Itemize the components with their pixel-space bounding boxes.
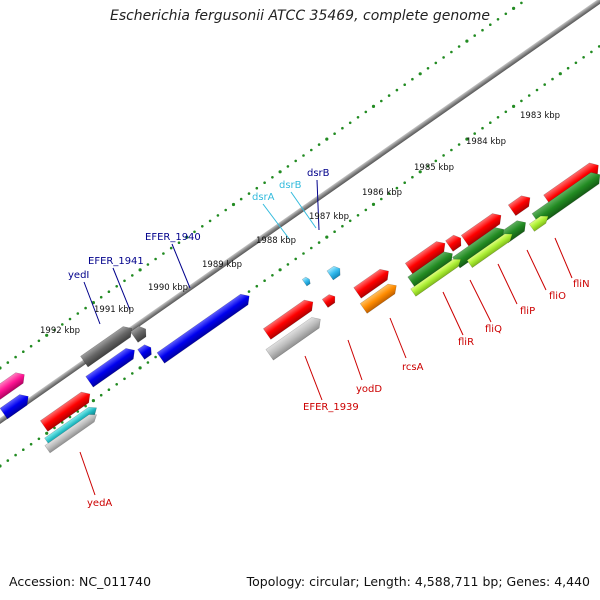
leader-line: [304, 355, 323, 401]
gene-label-fliQ: fliQ: [485, 324, 502, 335]
feature-dsrA: [301, 276, 311, 287]
leader-line: [497, 263, 518, 305]
feature-lgray: [265, 317, 321, 361]
feature-red-forward: [404, 241, 446, 275]
kbp-tick-label: 1992 kbp: [40, 326, 80, 336]
lower-tick-line: [0, 45, 600, 468]
leader-line: [442, 291, 464, 336]
gene-label-fliO: fliO: [549, 291, 566, 302]
feature-blue-forward: [0, 394, 29, 420]
upper-tick-line: [0, 1, 523, 370]
leader-line: [171, 243, 191, 289]
leader-line: [83, 281, 101, 325]
feature-red-forward: [460, 213, 502, 247]
kbp-tick-label: 1986 kbp: [362, 188, 402, 198]
feature-lgreen: [410, 258, 462, 297]
leader-line: [526, 249, 547, 291]
kbp-tick-label: 1988 kbp: [256, 236, 296, 246]
leader-line: [79, 451, 96, 496]
feature-pink: [0, 372, 25, 404]
gene-label-EFER_1941: EFER_1941: [88, 256, 144, 267]
feature-EFER_1939: [262, 299, 314, 340]
gene-label-dsrB-light: dsrB: [279, 180, 302, 191]
feature-fliQ: [528, 215, 549, 232]
gene-label-fliN: fliN: [573, 279, 590, 290]
kbp-tick-labels: 1983 kbp 1984 kbp 1985 kbp 1986 kbp 1987…: [40, 111, 560, 336]
leader-line: [554, 237, 573, 279]
gene-label-yodD: yodD: [356, 384, 382, 395]
feature-EFER_1941: [80, 326, 133, 368]
leader-line: [290, 191, 317, 229]
leader-line: [389, 317, 407, 359]
gene-label-fliP: fliP: [520, 306, 535, 317]
gene-label-rcsA: rcsA: [402, 362, 424, 373]
kbp-tick-label: 1987 kbp: [309, 212, 349, 222]
feature-red-forward: [353, 268, 389, 299]
gene-features: [0, 162, 600, 454]
gene-label-yedA: yedA: [87, 498, 112, 509]
kbp-tick-label: 1989 kbp: [202, 260, 242, 270]
feature-dsrB: [326, 265, 341, 281]
gene-label-fliR: fliR: [458, 337, 474, 348]
feature-red-forward: [445, 234, 462, 252]
gene-label-dsrA: dsrA: [252, 192, 275, 203]
forward-gene-labels: yedI EFER_1941 EFER_1940 dsrA dsrB dsrB: [68, 168, 330, 281]
feature-blue-forward: [137, 344, 152, 360]
tick-lines: [0, 1, 600, 468]
gene-label-EFER_1940: EFER_1940: [145, 232, 201, 243]
feature-red-forward: [507, 195, 531, 216]
map-title: Escherichia fergusonii ATCC 35469, compl…: [109, 8, 491, 24]
feature-dgray: [130, 325, 147, 343]
accession-text: Accession: NC_011740: [9, 574, 152, 589]
kbp-tick-label: 1985 kbp: [414, 163, 454, 173]
leader-line: [112, 267, 131, 311]
feature-yedI: [85, 348, 135, 388]
leader-line: [469, 279, 492, 323]
leader-line: [262, 203, 291, 241]
feature-fliP: [452, 227, 505, 269]
kbp-tick-label: 1983 kbp: [520, 111, 560, 121]
feature-fliR: [407, 251, 453, 289]
kbp-tick-label: 1991 kbp: [94, 305, 134, 315]
kbp-tick-label: 1984 kbp: [466, 137, 506, 147]
feature-yodD: [321, 294, 336, 308]
feature-EFER_1940: [156, 293, 250, 364]
leader-line: [316, 179, 320, 231]
topology-text: Topology: circular; Length: 4,588,711 bp…: [246, 574, 590, 589]
gene-label-EFER_1939: EFER_1939: [303, 402, 359, 413]
feature-rcsA: [359, 283, 397, 314]
label-leader-lines: [79, 179, 573, 496]
gene-label-dsrB: dsrB: [307, 168, 330, 179]
feature-yedA: [39, 391, 91, 432]
gene-label-yedI: yedI: [68, 270, 89, 281]
leader-line: [347, 339, 363, 381]
feature-lgreen: [466, 233, 513, 268]
feature-lgray: [44, 414, 97, 454]
kbp-tick-label: 1990 kbp: [148, 283, 188, 293]
reverse-gene-labels: yedA EFER_1939 yodD rcsA fliR fliQ fliP …: [87, 279, 590, 509]
